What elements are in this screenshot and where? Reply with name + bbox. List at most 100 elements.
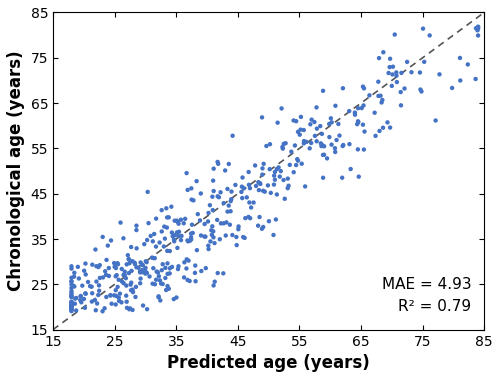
Point [418,88,426,94]
Point [214,159,222,165]
Point [68,290,76,296]
Point [308,117,316,123]
Point [156,240,164,246]
Point [238,174,246,180]
Point [82,290,90,296]
Point [180,274,188,280]
Point [139,262,147,268]
Point [239,234,247,240]
Y-axis label: Chronological age (years): Chronological age (years) [7,51,25,291]
Point [280,177,287,183]
Point [122,283,130,289]
Point [419,26,427,32]
Point [331,145,339,151]
Point [68,303,76,309]
Point [386,64,394,70]
Point [150,231,158,237]
Point [170,236,178,243]
Point [378,97,386,103]
Point [252,183,260,189]
Point [319,88,327,94]
Point [114,260,122,266]
Point [72,295,80,301]
Point [204,243,212,249]
Point [266,166,274,172]
Point [318,142,326,148]
Point [251,163,259,169]
Point [122,275,130,281]
Point [180,259,188,265]
Point [238,195,246,201]
Point [88,262,96,268]
Point [160,224,168,230]
Point [158,281,166,287]
Point [246,199,254,205]
Point [68,302,76,309]
Point [156,298,164,304]
Point [140,241,148,247]
Point [152,277,160,283]
Point [188,222,196,228]
Point [472,76,480,82]
Point [95,288,103,294]
Point [306,121,314,127]
Point [101,268,109,274]
Point [392,69,400,75]
Point [173,218,181,224]
Point [376,93,384,99]
Point [240,235,248,241]
Point [68,305,76,312]
Point [354,146,362,152]
Point [143,237,151,243]
Point [244,169,252,175]
Point [338,175,346,181]
Point [78,299,86,305]
Point [143,306,151,312]
Point [310,119,318,125]
Point [80,296,88,302]
Point [68,302,76,308]
Point [68,299,76,305]
Point [68,307,76,313]
Point [336,133,344,139]
Point [270,182,278,188]
Point [105,273,113,279]
Point [190,197,198,204]
Point [234,224,242,230]
Point [297,114,305,120]
Point [226,208,234,214]
Point [92,307,100,313]
Point [127,287,135,293]
Point [273,191,281,197]
Point [68,278,76,284]
Point [323,155,331,161]
Point [118,299,126,305]
Point [75,276,83,282]
Point [132,294,140,300]
Point [298,161,306,167]
Point [306,145,314,151]
Point [292,162,300,168]
Point [174,221,182,227]
Text: MAE = 4.93: MAE = 4.93 [382,277,472,291]
Point [68,307,76,313]
Point [125,256,133,262]
Point [380,49,388,55]
Point [432,117,440,124]
Point [247,205,255,211]
Point [112,301,120,307]
Point [254,222,262,229]
Point [115,294,123,301]
Point [168,264,176,270]
Point [284,175,292,182]
Point [216,189,224,195]
Point [228,133,236,139]
Point [474,33,482,39]
Point [162,205,170,211]
Point [78,283,86,289]
Point [98,308,106,314]
Point [274,164,282,171]
Point [82,291,90,297]
Point [210,279,218,285]
Point [125,256,133,262]
